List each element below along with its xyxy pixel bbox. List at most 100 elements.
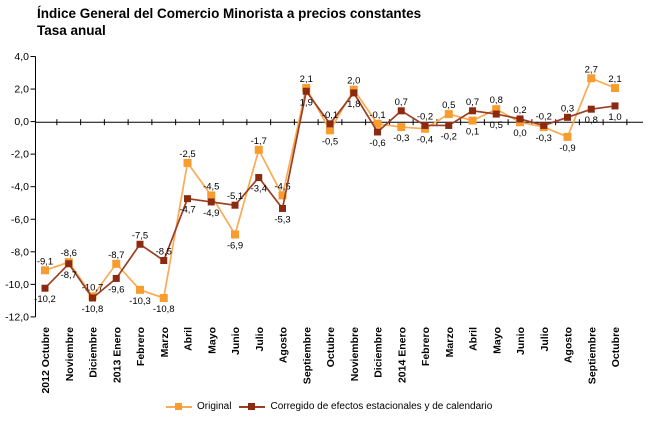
data-point-marker-original	[563, 132, 572, 141]
x-axis-label: Octubre	[325, 327, 337, 367]
data-point-label-original: 0,8	[490, 95, 503, 106]
data-point-label-original: 0,5	[442, 100, 455, 111]
x-axis-label: Julio	[539, 327, 551, 352]
data-point-marker-corregido	[421, 121, 429, 129]
data-point-label-corregido: -4,7	[179, 205, 195, 216]
data-point-label-corregido: -3,4	[251, 184, 267, 195]
data-point-marker-corregido	[492, 110, 500, 118]
y-axis-label: -10,0	[5, 279, 29, 291]
data-point-marker-original	[136, 285, 144, 294]
legend-label-original: Original	[197, 401, 232, 412]
data-point-label-corregido: -5,3	[274, 214, 290, 225]
x-axis-label: Marzo	[444, 327, 456, 357]
data-point-label-original: -10,8	[153, 304, 175, 315]
y-axis-label: 0,0	[14, 116, 29, 128]
data-point-label-corregido: 1,8	[347, 99, 360, 110]
x-axis-label: Septiembre	[301, 327, 313, 384]
x-axis-label: 2013 Enero	[111, 327, 123, 383]
y-axis-label: 4,0	[14, 51, 29, 63]
data-point-marker-original	[159, 293, 168, 302]
x-axis-label: Abril	[183, 327, 195, 351]
x-axis-label: Abril	[468, 327, 480, 351]
data-point-label-corregido: -0,2	[441, 131, 457, 142]
data-point-label-corregido: -5,1	[227, 191, 243, 202]
data-point-label-corregido: -10,8	[82, 304, 104, 315]
data-point-label-original: 2,0	[347, 76, 360, 87]
data-point-marker-corregido	[136, 240, 144, 248]
data-point-marker-original	[112, 259, 121, 268]
data-point-marker-corregido	[397, 107, 405, 115]
data-point-label-corregido: 0,5	[490, 120, 503, 131]
data-point-marker-corregido	[469, 107, 476, 115]
data-point-marker-original	[373, 119, 382, 128]
x-axis-label: Marzo	[159, 327, 171, 357]
data-point-label-original: -0,4	[417, 135, 433, 146]
data-point-marker-original	[468, 116, 477, 125]
x-axis-label: 2014 Enero	[396, 327, 408, 383]
data-point-label-corregido: 0,7	[395, 97, 408, 108]
data-point-label-original: -8,7	[108, 250, 124, 261]
data-point-label-original: -8,6	[61, 248, 77, 259]
data-point-label-original: 0,0	[513, 128, 526, 139]
data-point-label-corregido: -4,9	[203, 208, 219, 219]
data-point-marker-original	[444, 110, 453, 119]
corregido-series-marker-icon	[239, 403, 266, 410]
data-point-label-original: -10,3	[129, 296, 151, 307]
data-point-label-corregido: 1,9	[300, 97, 313, 108]
data-point-label-corregido: -8,7	[61, 270, 77, 281]
data-point-marker-original	[611, 84, 619, 93]
data-point-label-original: -0,3	[536, 133, 552, 144]
data-point-marker-corregido	[587, 105, 595, 113]
x-axis-label: Febrero	[420, 327, 432, 366]
data-point-label-original: -4,5	[203, 181, 219, 192]
data-point-marker-corregido	[564, 113, 571, 121]
data-point-marker-original	[397, 123, 406, 132]
data-point-marker-corregido	[611, 102, 619, 110]
chart-subtitle: Tasa anual	[37, 23, 106, 38]
data-point-label-original: 2,7	[585, 64, 598, 75]
x-axis-label: Agosto	[563, 327, 575, 363]
data-point-label-original: -0,3	[393, 133, 409, 144]
legend-label-corregido: Corregido de efectos estacionales y de c…	[270, 401, 493, 412]
data-point-marker-corregido	[540, 121, 548, 129]
data-point-label-corregido: -0,1	[322, 110, 338, 121]
data-point-marker-corregido	[279, 204, 286, 212]
data-point-label-corregido: 0,7	[466, 97, 479, 108]
data-point-marker-original	[231, 230, 239, 239]
data-point-label-corregido: -8,5	[156, 247, 172, 258]
x-axis-label: Junio	[515, 327, 527, 355]
x-axis-label: Noviembre	[349, 327, 361, 381]
data-point-marker-original	[183, 158, 192, 167]
original-series-marker-icon	[166, 403, 192, 410]
y-axis-label: -6,0	[11, 214, 29, 226]
data-point-label-original: -0,9	[559, 143, 575, 154]
data-point-marker-corregido	[65, 260, 73, 268]
data-point-label-corregido: 0,3	[561, 103, 574, 114]
x-axis-label: Junio	[230, 327, 242, 355]
data-point-marker-corregido	[112, 274, 120, 282]
data-point-marker-corregido	[41, 284, 49, 292]
data-point-label-corregido: -10,2	[34, 294, 56, 305]
x-axis-label: Septiembre	[586, 327, 598, 384]
x-axis-label: 2012 Octubre	[40, 327, 52, 394]
data-point-marker-corregido	[255, 174, 263, 182]
y-axis-label: -12,0	[5, 311, 29, 323]
x-axis-label: Mayo	[491, 327, 503, 354]
y-axis-label: 2,0	[14, 84, 29, 96]
data-point-label-corregido: 0,2	[513, 105, 526, 116]
data-point-label-original: -10,7	[82, 282, 104, 293]
data-point-label-corregido: -0,2	[417, 111, 433, 122]
data-point-label-original: -4,5	[274, 181, 290, 192]
legend: Original Corregido de efectos estacional…	[166, 401, 492, 412]
data-point-marker-original	[207, 191, 216, 200]
data-point-label-corregido: -0,2	[536, 111, 552, 122]
data-point-label-original: 2,1	[300, 74, 313, 85]
x-axis-label: Febrero	[135, 327, 147, 366]
x-axis-label: Mayo	[206, 327, 218, 354]
data-point-marker-corregido	[207, 198, 215, 206]
data-point-marker-original	[278, 191, 287, 200]
data-point-label-original: -0,1	[369, 110, 385, 121]
x-axis-label: Julio	[254, 327, 266, 352]
data-point-marker-original	[492, 105, 501, 114]
